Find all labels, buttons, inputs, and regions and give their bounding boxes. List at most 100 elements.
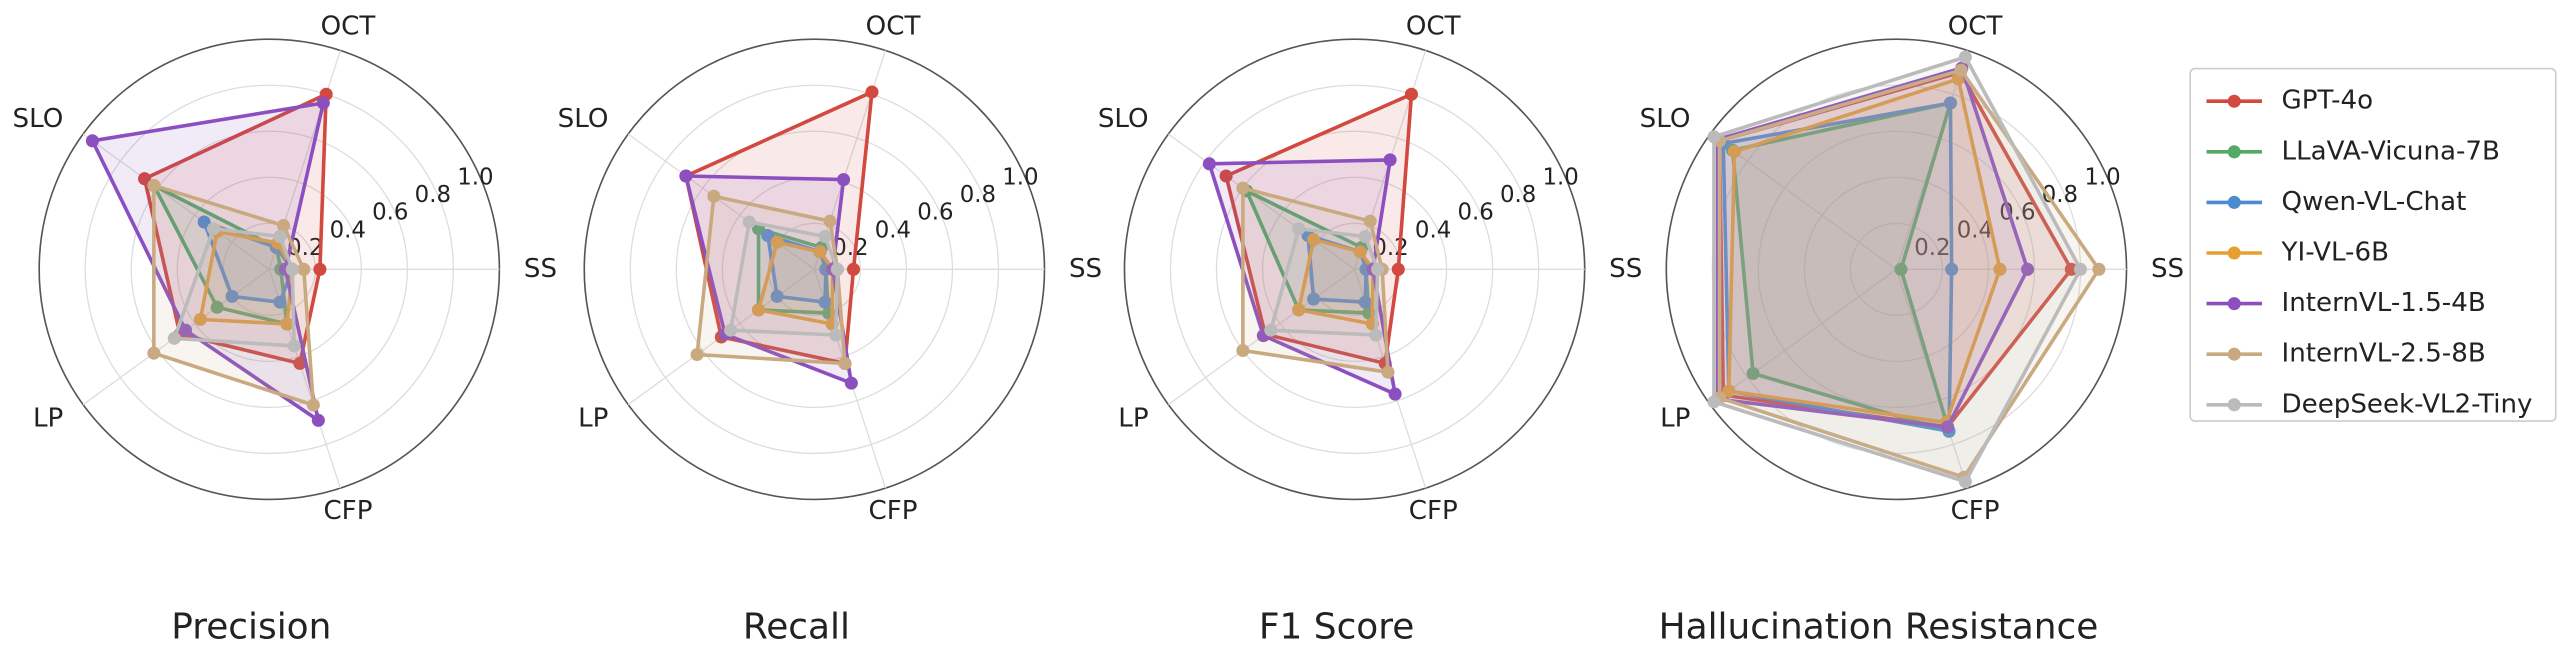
series-point — [1307, 292, 1321, 306]
r-tick-label: 0.8 — [1500, 182, 1536, 208]
series-point — [280, 317, 294, 331]
series-point — [829, 328, 843, 342]
axis-label: SS — [1609, 254, 1642, 284]
series-point — [1707, 130, 1721, 144]
series-point — [167, 331, 181, 345]
r-tick-label: 0.8 — [960, 182, 996, 208]
axis-label: OCT — [321, 12, 377, 42]
series-point — [1388, 387, 1402, 401]
series-point — [297, 262, 311, 276]
series-point — [1292, 222, 1306, 236]
series-point — [147, 346, 161, 360]
series-area — [152, 183, 316, 407]
series-point — [846, 262, 861, 276]
axis-label: SS — [524, 254, 557, 284]
chart-title: F1 Score — [1259, 606, 1414, 647]
legend-marker — [2227, 94, 2241, 108]
chart-title: Recall — [743, 606, 850, 647]
r-tick-label: 0.2 — [1914, 235, 1950, 261]
r-tick-label: 0.2 — [832, 235, 868, 261]
axis-label: SLO — [1640, 104, 1691, 134]
series-point — [1371, 262, 1385, 276]
series-point — [707, 189, 721, 203]
legend-label: YI-VL-6B — [2281, 238, 2389, 268]
axis-label: SLO — [558, 104, 609, 134]
axis-label: SLO — [1098, 104, 1149, 134]
series-point — [2073, 262, 2088, 276]
legend-box — [2189, 67, 2557, 422]
r-tick-label: 0.6 — [1457, 200, 1493, 226]
series-point — [724, 323, 738, 337]
series-point — [1746, 366, 1760, 381]
r-tick-label: 1.0 — [1542, 165, 1578, 191]
spoke — [1168, 133, 1355, 270]
legend-label: InternVL-2.5-8B — [2282, 339, 2486, 369]
series-point — [818, 229, 832, 244]
legend-marker — [2227, 195, 2241, 209]
series-point — [823, 214, 837, 228]
series-point — [311, 413, 325, 427]
series-point — [818, 295, 832, 309]
r-tick-label: 0.4 — [1957, 217, 1993, 243]
series-point — [316, 96, 330, 110]
r-tick-label: 1.0 — [2084, 165, 2120, 191]
series-point — [1292, 303, 1306, 317]
series-point — [1381, 365, 1395, 379]
series-point — [1202, 157, 1216, 171]
series-point — [770, 289, 784, 303]
legend-label: InternVL-1.5-4B — [2282, 288, 2486, 318]
series-point — [147, 178, 161, 192]
series-point — [1369, 328, 1383, 342]
series-point — [287, 339, 301, 353]
axis-label: CFP — [1409, 496, 1458, 526]
legend-label: Qwen-VL-Chat — [2282, 187, 2467, 217]
r-tick-label: 0.4 — [330, 217, 366, 243]
series-point — [210, 300, 224, 314]
spoke — [627, 133, 815, 270]
spoke — [1709, 133, 1897, 270]
legend-marker — [2227, 347, 2241, 361]
series-point — [837, 173, 851, 187]
series-point — [276, 219, 291, 233]
series-point — [225, 289, 239, 303]
series-point — [1958, 50, 1972, 64]
series-point — [1941, 420, 1955, 434]
r-tick-label: 1.0 — [1002, 165, 1038, 191]
series-point — [761, 228, 775, 243]
legend-label: LLaVA-Vicuna-7B — [2282, 136, 2500, 166]
axis-label: SLO — [13, 104, 64, 134]
legend-marker — [2227, 246, 2241, 260]
series-area — [1717, 70, 2074, 429]
series-point — [830, 262, 844, 276]
series-point — [1391, 262, 1405, 276]
series-point — [844, 376, 858, 390]
series-point — [313, 262, 327, 276]
axis-label: LP — [578, 403, 608, 433]
r-tick-label: 0.4 — [875, 217, 911, 243]
series-point — [273, 295, 287, 309]
series-point — [1358, 229, 1372, 244]
spoke — [1709, 268, 1897, 406]
axis-label: LP — [1660, 403, 1690, 433]
series-area — [1730, 101, 1953, 434]
series-point — [1307, 233, 1321, 247]
series-point — [1353, 245, 1367, 259]
legend-label: DeepSeek-VL2-Tiny — [2282, 389, 2533, 419]
series-point — [197, 215, 211, 229]
series-point — [865, 85, 879, 99]
legend-label: GPT-4o — [2282, 86, 2374, 116]
series-area — [1715, 66, 2030, 429]
series-point — [679, 169, 693, 183]
series-point — [2021, 262, 2035, 276]
axis-label: OCT — [1948, 12, 2004, 42]
axis-label: OCT — [866, 12, 922, 42]
series-point — [1727, 145, 1741, 159]
series-point — [770, 235, 784, 249]
series-point — [1404, 87, 1418, 101]
series-point — [293, 356, 307, 370]
series-point — [1894, 262, 1908, 276]
series-point — [273, 229, 287, 244]
series-point — [138, 172, 152, 186]
axis-label: CFP — [1951, 496, 2000, 526]
series-point — [742, 215, 756, 229]
